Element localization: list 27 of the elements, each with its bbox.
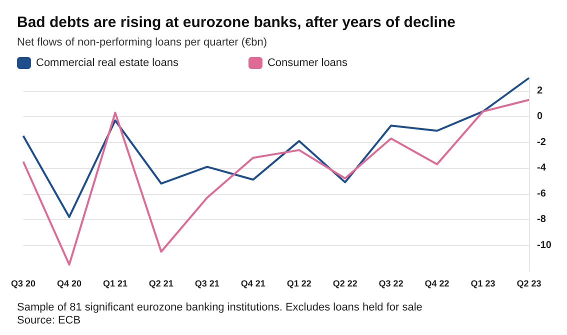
legend-label: Consumer loans [267,57,348,69]
x-tick-label: Q4 22 [424,278,450,288]
x-tick-label: Q1 22 [286,278,312,288]
x-tick-label: Q3 20 [10,278,36,288]
x-tick-label: Q1 21 [102,278,128,288]
x-tick-label: Q2 21 [148,278,174,288]
x-tick-label: Q3 22 [378,278,404,288]
x-tick-label: Q1 23 [470,278,496,288]
line-series [22,98,530,266]
x-tick-label: Q3 21 [194,278,220,288]
text: Sample of 81 significant eurozone banking institutions. Excludes loans held for sale [17,302,422,314]
y-tick-label: -8 [537,214,546,226]
y-tick-label: -10 [537,240,552,251]
y-tick-label: 2 [537,85,543,96]
y-tick-label: -4 [537,162,546,174]
source-note: Source: ECB [17,314,81,326]
y-tick-label: 0 [537,111,543,122]
y-tick-label: -6 [537,188,546,200]
x-tick-label: Q2 22 [332,278,358,288]
x-tick-label: Q2 23 [516,278,542,288]
chart-title: Bad debts are rising at eurozone banks, after years of decline [17,14,456,31]
x-tick-label: Q4 20 [56,278,82,288]
legend-label: Commercial real estate loans [36,57,179,69]
line-series [22,77,530,218]
x-tick-label: Q4 21 [240,278,266,288]
chart-subtitle: Net flows of non-performing loans per quarter (€bn) [17,36,268,48]
y-tick-label: -2 [537,136,546,148]
